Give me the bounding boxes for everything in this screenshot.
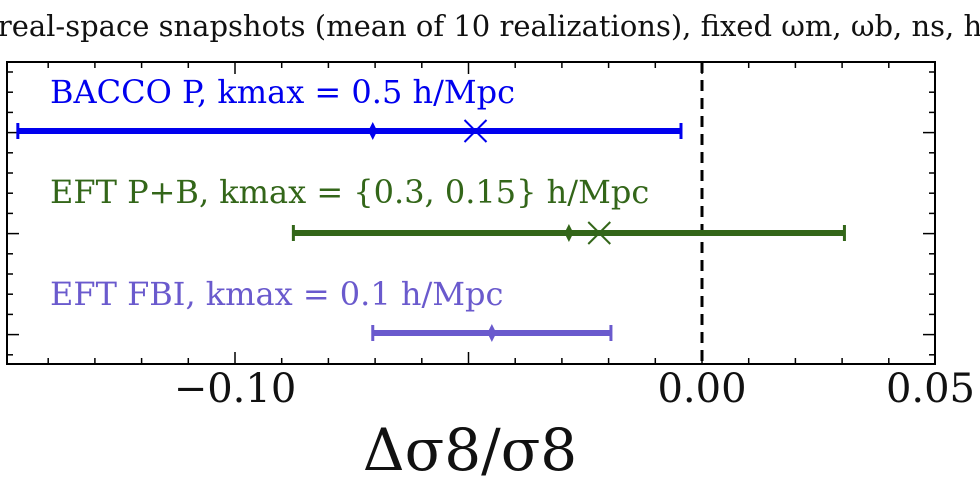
mean-marker	[487, 324, 497, 342]
series-label: EFT P+B, kmax = {0.3, 0.15} h/Mpc	[50, 173, 649, 211]
series-label: EFT FBI, kmax = 0.1 h/Mpc	[50, 275, 503, 313]
chart-title: real-space snapshots (mean of 10 realiza…	[0, 9, 980, 43]
x-tick-label: 0.05	[886, 366, 975, 412]
series-3: EFT FBI, kmax = 0.1 h/Mpc	[50, 275, 613, 342]
series-2: EFT P+B, kmax = {0.3, 0.15} h/Mpc	[50, 173, 846, 245]
series-1: BACCO P, kmax = 0.5 h/Mpc	[16, 73, 683, 143]
x-tick-label: −0.10	[174, 366, 297, 412]
mean-marker	[564, 224, 574, 242]
best-fit-marker	[587, 221, 611, 245]
x-tick-labels: −0.10 0.00 0.05	[174, 366, 975, 412]
x-axis-label: Δσ8/σ8	[363, 416, 577, 484]
series-label: BACCO P, kmax = 0.5 h/Mpc	[50, 73, 515, 111]
mean-marker	[368, 122, 378, 140]
best-fit-marker	[463, 119, 488, 143]
tick-marks	[7, 62, 935, 364]
x-tick-label: 0.00	[657, 366, 746, 412]
series-layer: BACCO P, kmax = 0.5 h/Mpc EFT P+B, kmax =…	[16, 73, 846, 342]
